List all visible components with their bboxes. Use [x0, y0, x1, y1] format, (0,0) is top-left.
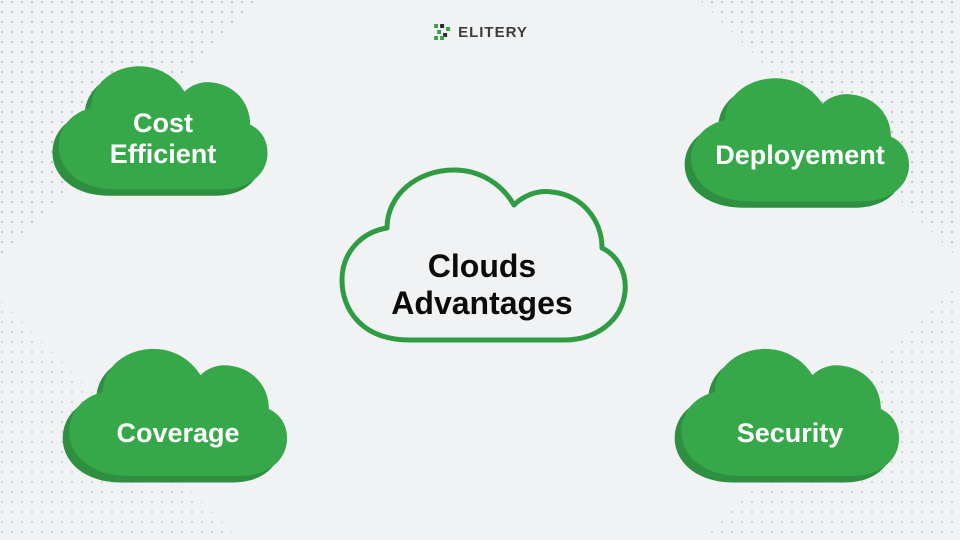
cloud-security: Security	[670, 330, 910, 490]
cloud-deployment: Deployement	[680, 60, 920, 215]
center-cloud-label: Clouds Advantages	[332, 248, 632, 322]
cloud-cost-efficient: Cost Efficient	[48, 48, 278, 203]
cloud-label-coverage: Coverage	[58, 418, 298, 449]
cloud-label-cost-efficient: Cost Efficient	[48, 108, 278, 170]
logo-text: ELITERY	[458, 24, 528, 41]
cloud-icon	[58, 330, 298, 490]
cloud-coverage: Coverage	[58, 330, 298, 490]
center-cloud: Clouds Advantages	[332, 140, 632, 350]
cloud-label-security: Security	[670, 418, 910, 449]
brand-logo: ELITERY	[432, 22, 528, 42]
cloud-icon	[680, 60, 920, 215]
cloud-icon	[670, 330, 910, 490]
infographic-stage: ELITERY Clouds Advantages Cost Efficient…	[0, 0, 960, 540]
logo-mark-icon	[432, 22, 452, 42]
cloud-label-deployment: Deployement	[680, 140, 920, 171]
